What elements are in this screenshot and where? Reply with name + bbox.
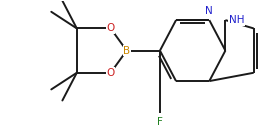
Text: N: N	[206, 6, 213, 16]
Text: B: B	[123, 46, 130, 56]
Text: F: F	[157, 117, 163, 127]
Text: NH: NH	[229, 15, 244, 25]
Text: O: O	[106, 23, 115, 33]
Text: O: O	[106, 68, 115, 78]
